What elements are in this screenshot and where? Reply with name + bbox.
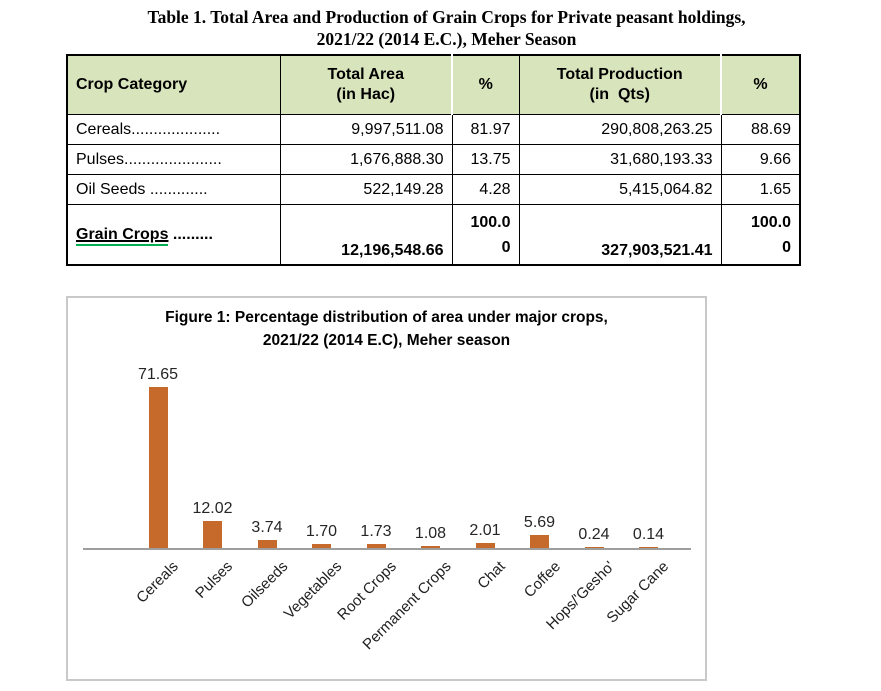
header-total-production: Total Production (in Qts) xyxy=(518,54,722,115)
total-label-cell: Grain Crops ......... xyxy=(66,204,281,266)
total-production-pct-line2: 0 xyxy=(782,238,791,256)
crop-label: Pulses...................... xyxy=(66,144,281,175)
bar-1 xyxy=(203,521,222,548)
bar-value-label-7: 5.69 xyxy=(523,514,556,531)
crop-label: Cereals.................... xyxy=(66,114,281,145)
header-crop-category: Crop Category xyxy=(66,54,281,115)
bar-3 xyxy=(312,544,331,548)
total-production-pct-line1: 100.0 xyxy=(750,213,791,231)
bar-value-label-2: 3.74 xyxy=(251,519,283,536)
header-total-production-line2: (in Qts) xyxy=(589,86,650,103)
total-area-pct-line2: 0 xyxy=(501,238,511,256)
bar-value-label-0: 71.65 xyxy=(137,366,179,383)
category-label-2: Oilseeds xyxy=(237,558,292,612)
bar-value-label-4: 1.73 xyxy=(360,523,392,540)
area-pct-value: 13.75 xyxy=(451,144,520,175)
table-header-row: Crop Category Total Area (in Hac) % Tota… xyxy=(66,54,801,115)
area-value: 1,676,888.30 xyxy=(279,144,453,175)
figure-title-line2: 2021/22 (2014 E.C), Meher season xyxy=(262,332,511,349)
header-area-pct: % xyxy=(451,54,520,115)
figure-box: Figure 1: Percentage distribution of are… xyxy=(66,296,707,681)
bar-value-label-1: 12.02 xyxy=(192,500,233,517)
bar-8 xyxy=(584,547,604,548)
bar-6 xyxy=(475,543,495,548)
table-row-oil-seeds: Oil Seeds ............. 522,149.28 4.28 … xyxy=(66,174,801,205)
header-total-area: Total Area (in Hac) xyxy=(279,54,453,115)
area-value: 522,149.28 xyxy=(279,174,453,205)
category-label-7: Coffee xyxy=(520,558,564,602)
production-value: 31,680,193.33 xyxy=(518,144,722,175)
header-total-area-line1: Total Area xyxy=(327,66,404,83)
document-title-line2: 2021/22 (2014 E.C.), Meher Season xyxy=(316,29,577,49)
bar-4 xyxy=(366,544,386,548)
category-label-0: Cereals xyxy=(133,558,183,607)
total-area-pct: 100.0 0 xyxy=(451,204,520,266)
grain-crops-table: Crop Category Total Area (in Hac) % Tota… xyxy=(66,54,801,266)
bar-9 xyxy=(639,547,658,548)
production-value: 290,808,263.25 xyxy=(518,114,722,145)
figure-title: Figure 1: Percentage distribution of are… xyxy=(68,306,705,352)
header-total-production-line1: Total Production xyxy=(556,66,683,83)
bar-value-label-5: 1.08 xyxy=(414,525,447,542)
area-value: 9,997,511.08 xyxy=(279,114,453,145)
bar-chart: Figure 1: Percentage distribution of are… xyxy=(68,298,705,679)
bar-5 xyxy=(421,546,440,548)
table-row-pulses: Pulses...................... 1,676,888.3… xyxy=(66,144,801,175)
production-pct-value: 9.66 xyxy=(720,144,801,175)
table-row-grain-crops-total: Grain Crops ......... 12,196,548.66 100.… xyxy=(66,204,801,266)
figure-title-line1: Figure 1: Percentage distribution of are… xyxy=(165,309,608,326)
total-area-value: 12,196,548.66 xyxy=(279,204,453,266)
category-label-6: Chat xyxy=(474,558,510,593)
total-production-value: 327,903,521.41 xyxy=(518,204,722,266)
production-pct-value: 88.69 xyxy=(720,114,801,145)
table-row-cereals: Cereals.................... 9,997,511.08… xyxy=(66,114,801,145)
bar-7 xyxy=(530,535,549,548)
x-axis-line xyxy=(83,548,691,550)
document-title-line1: Table 1. Total Area and Production of Gr… xyxy=(147,7,746,27)
header-total-area-line2: (in Hac) xyxy=(336,86,396,103)
total-production-pct: 100.0 0 xyxy=(720,204,801,266)
bar-value-label-9: 0.14 xyxy=(632,526,665,543)
total-label-dots: ......... xyxy=(168,225,213,243)
production-value: 5,415,064.82 xyxy=(518,174,722,205)
bar-2 xyxy=(257,540,277,548)
header-production-pct: % xyxy=(720,54,801,115)
bar-value-label-8: 0.24 xyxy=(578,526,610,543)
area-pct-value: 81.97 xyxy=(451,114,520,145)
bar-value-label-3: 1.70 xyxy=(305,523,338,540)
crop-label: Oil Seeds ............. xyxy=(66,174,281,205)
category-label-1: Pulses xyxy=(192,558,237,602)
area-pct-value: 4.28 xyxy=(451,174,520,205)
bar-value-label-6: 2.01 xyxy=(469,522,501,539)
production-pct-value: 1.65 xyxy=(720,174,801,205)
document-title: Table 1. Total Area and Production of Gr… xyxy=(80,6,813,50)
total-area-pct-line1: 100.0 xyxy=(470,213,511,231)
total-label: Grain Crops xyxy=(76,225,169,246)
bar-0 xyxy=(148,387,168,548)
